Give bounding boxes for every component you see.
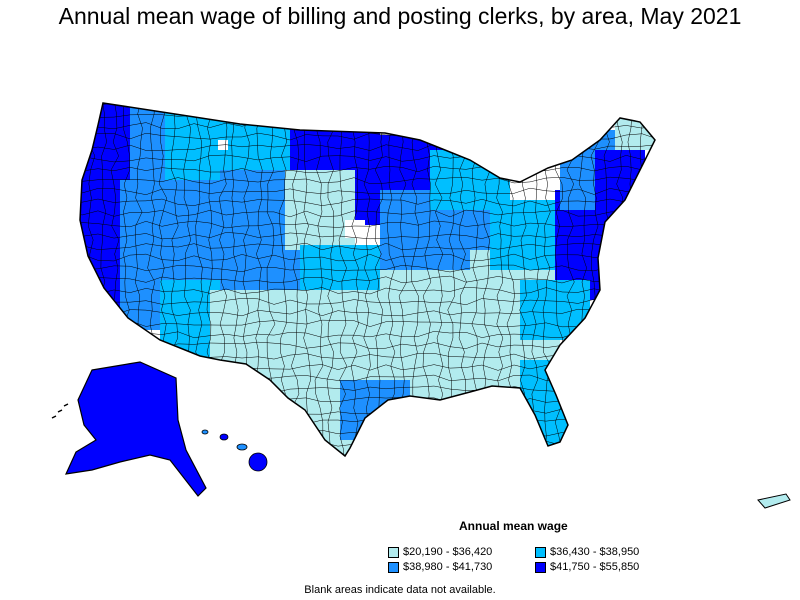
region-maine — [615, 110, 655, 150]
alaska — [51, 361, 207, 497]
area-border-line — [80, 232, 655, 240]
legend-item-1: $20,190 - $36,420 — [388, 546, 492, 559]
area-border-line — [80, 165, 655, 173]
legend-swatch-4 — [535, 562, 546, 573]
legend-item-3: $38,980 - $41,730 — [388, 561, 492, 574]
hawaii-island-big-island — [248, 452, 268, 472]
hawaii-island-oahu — [219, 433, 229, 441]
hawaii-island-kauai — [201, 429, 209, 435]
area-border-line — [80, 176, 655, 185]
area-border-line — [80, 264, 655, 273]
area-border-line — [80, 209, 655, 218]
puerto-rico-island — [757, 493, 791, 509]
area-border-line — [363, 103, 371, 456]
map-title: Annual mean wage of billing and posting … — [58, 3, 742, 29]
area-border-line — [80, 331, 655, 339]
area-border-line — [314, 103, 324, 456]
alaska-fill — [66, 362, 206, 496]
puerto-rico — [757, 493, 791, 509]
legend-label-4: $41,750 - $55,850 — [550, 561, 640, 573]
legend-item-2: $36,430 - $38,950 — [535, 546, 639, 559]
legend-swatch-2 — [535, 547, 546, 558]
area-border-line — [80, 220, 655, 229]
region-carolinas — [520, 280, 590, 340]
area-border-line — [374, 103, 384, 456]
area-border-line — [326, 103, 335, 456]
legend-title: Annual mean wage — [459, 519, 568, 533]
area-border-line — [80, 298, 655, 306]
area-border-line — [80, 319, 655, 328]
area-border-line — [80, 187, 655, 195]
area-border-line — [290, 103, 300, 456]
hawaii — [201, 429, 268, 472]
area-border-line — [80, 242, 655, 251]
region-texas-southwest — [210, 290, 390, 456]
area-border-line — [80, 286, 655, 295]
alaska-outline — [64, 361, 207, 497]
area-border-line — [80, 103, 655, 108]
legend-label-2: $36,430 - $38,950 — [550, 546, 640, 558]
legend-swatch-3 — [388, 562, 399, 573]
legend-swatch-1 — [388, 547, 399, 558]
area-border-line — [350, 103, 359, 456]
footnote: Blank areas indicate data not available. — [304, 584, 496, 596]
alaska-aleutian-islands — [51, 403, 69, 419]
area-border-line — [80, 198, 655, 207]
area-border-line — [303, 103, 311, 456]
legend-label-1: $20,190 - $36,420 — [403, 546, 493, 558]
region-no-data-nebraska — [345, 220, 365, 238]
area-border-line — [80, 308, 655, 317]
area-border-line — [80, 275, 655, 284]
legend-label-3: $38,980 - $41,730 — [403, 561, 493, 573]
hawaii-island-maui — [236, 443, 248, 451]
area-border-line — [80, 253, 655, 262]
area-border-line — [70, 463, 658, 470]
legend-item-4: $41,750 - $55,850 — [535, 561, 639, 574]
